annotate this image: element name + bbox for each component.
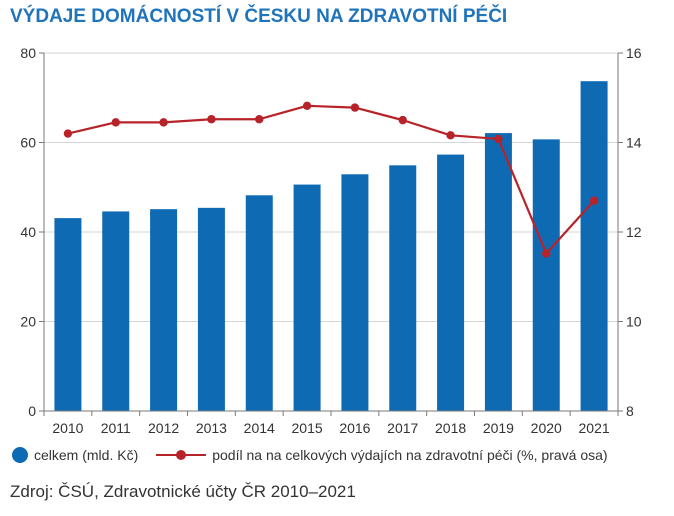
left-tick-label: 0 (28, 403, 36, 419)
bar-2019 (484, 133, 512, 412)
share-point-2021 (589, 196, 599, 205)
bar-2020 (532, 139, 560, 411)
x-tick-label: 2018 (435, 420, 466, 436)
right-tick-label: 8 (626, 403, 634, 419)
legend-line-swatch (156, 447, 207, 463)
bar-2017 (389, 165, 417, 411)
bar-2011 (102, 211, 130, 411)
x-tick-label: 2021 (579, 420, 610, 436)
left-tick-label: 20 (20, 314, 36, 330)
source-note: Zdroj: ČSÚ, Zdravotnické účty ČR 2010–20… (10, 482, 356, 501)
bar-2012 (150, 209, 178, 411)
share-point-2014 (255, 115, 264, 124)
bar-2018 (437, 154, 465, 411)
bar-series (54, 81, 608, 412)
x-tick-label: 2019 (483, 420, 514, 436)
right-tick-label: 10 (626, 314, 642, 330)
x-tick-label: 2017 (387, 420, 418, 436)
left-tick-label: 40 (20, 224, 36, 240)
chart-title: VÝDAJE DOMÁCNOSTÍ V ČESKU NA ZDRAVOTNÍ P… (10, 6, 508, 27)
share-point-2018 (446, 131, 455, 140)
share-point-2019 (494, 134, 503, 144)
x-tick-label: 2020 (531, 420, 562, 436)
bar-2014 (245, 195, 273, 411)
left-tick-label: 80 (20, 45, 36, 61)
x-tick-label: 2012 (148, 420, 179, 436)
legend-item-line: podíl na na celkových výdajích na zdravo… (156, 447, 608, 463)
legend: celkem (mld. Kč) podíl na na celkových v… (12, 443, 626, 467)
bar-2016 (341, 174, 369, 411)
x-tick-label: 2011 (101, 420, 131, 436)
axes (39, 52, 623, 416)
legend-item-bars: celkem (mld. Kč) (12, 447, 138, 463)
x-tick-label: 2016 (339, 420, 370, 436)
legend-bar-swatch (12, 447, 28, 463)
bar-2010 (54, 218, 82, 411)
share-point-2017 (398, 115, 407, 125)
share-line (67, 104, 595, 255)
right-tick-label: 12 (626, 224, 642, 240)
share-point-2012 (159, 118, 168, 127)
right-tick-label: 16 (626, 45, 642, 61)
tick-labels: 0 20 40 60 80 8 10 12 14 16 2010 2011 2012 2013 2014 20… (20, 45, 641, 436)
share-point-2020 (542, 249, 551, 258)
bar-2015 (293, 184, 321, 411)
right-tick-label: 14 (626, 135, 642, 151)
line-series (63, 101, 599, 258)
chart-canvas: 0 20 40 60 80 8 10 12 14 16 2010 2011 2012 2013 2014 20… (20, 45, 641, 436)
x-tick-label: 2015 (292, 420, 323, 436)
left-tick-label: 60 (20, 135, 36, 151)
share-point-2016 (350, 103, 360, 112)
x-tick-label: 2014 (244, 420, 275, 436)
bar-2013 (197, 207, 225, 411)
bar-2021 (580, 81, 608, 411)
x-tick-label: 2010 (52, 420, 83, 436)
share-point-2015 (302, 101, 312, 111)
share-point-2013 (207, 115, 216, 124)
grid-lines (44, 52, 618, 322)
share-point-2010 (63, 129, 73, 138)
legend-line-label: podíl na na celkových výdajích na zdravo… (212, 447, 608, 463)
x-tick-label: 2013 (196, 420, 227, 436)
legend-bar-label: celkem (mld. Kč) (34, 447, 139, 463)
share-point-2011 (111, 118, 120, 127)
